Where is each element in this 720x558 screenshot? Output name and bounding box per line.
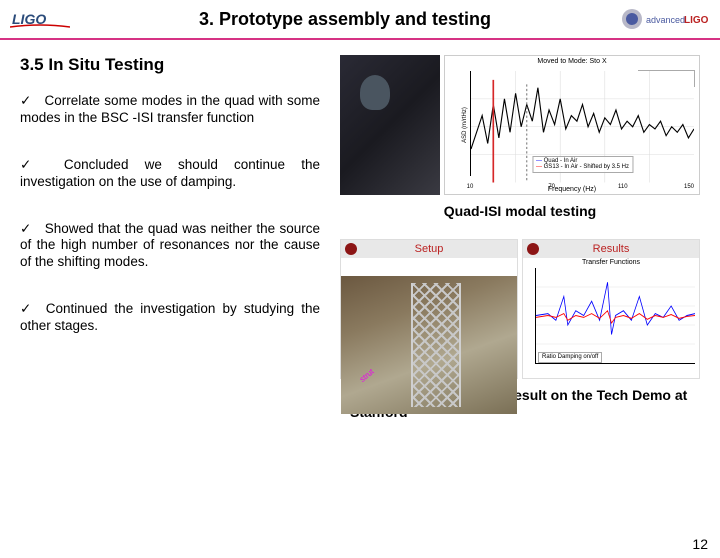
chart-xlabel: Frequency (Hz) <box>548 186 596 193</box>
bullet-text: Showed that the quad was neither the sou… <box>20 221 320 270</box>
results-legend: Ratio Damping on/off <box>538 352 602 363</box>
chart-title: Moved to Mode: Sto X <box>537 58 606 65</box>
figure1-caption: Quad-ISI modal testing <box>444 203 596 219</box>
chart-legend-inset: — Quad - In Air — GS13 - In Air - Shifte… <box>532 156 633 173</box>
figure-column: Moved to Mode: Sto X ■ QSTA Mass 006 ■ 3… <box>340 55 700 421</box>
bullet-text: Correlate some modes in the quad with so… <box>20 93 320 125</box>
results-chart-body: Transfer Functions Ratio Damping on/off <box>523 258 699 378</box>
results-plot-area: Ratio Damping on/off <box>535 268 695 364</box>
chart-ylabel: ASD (m/rtHz) <box>462 107 468 143</box>
bullet-text: Continued the investigation by studying … <box>20 301 320 333</box>
bullet-4: ✓ Continued the investigation by studyin… <box>20 301 320 335</box>
bullet-2: ✓ Concluded we should continue the inves… <box>20 157 320 191</box>
check-icon: ✓ <box>20 221 32 236</box>
page-number: 12 <box>692 536 708 552</box>
modal-chart: Moved to Mode: Sto X ■ QSTA Mass 006 ■ 3… <box>444 55 700 195</box>
advanced-ligo-logo: advanced LIGO <box>620 5 710 33</box>
bullet-1: ✓ Correlate some modes in the quad with … <box>20 93 320 127</box>
setup-photo: strut <box>341 276 517 414</box>
panel-header-results: Results <box>523 240 699 258</box>
check-icon: ✓ <box>20 157 44 172</box>
text-column: 3.5 In Situ Testing ✓ Correlate some mod… <box>20 55 320 421</box>
slide-title: 3. Prototype assembly and testing <box>70 9 620 30</box>
panel-header-setup: Setup <box>341 240 517 258</box>
bullet-3: ✓ Showed that the quad was neither the s… <box>20 221 320 272</box>
chart-plot-area: — Quad - In Air — GS13 - In Air - Shifte… <box>470 71 694 176</box>
section-heading: 3.5 In Situ Testing <box>20 55 320 75</box>
quad-isi-photo <box>340 55 440 195</box>
figure2-row: Setup strut Results Transfer Functions <box>340 239 700 379</box>
svg-text:advanced: advanced <box>646 15 685 25</box>
strut-arrow-label: strut <box>358 367 376 384</box>
svg-text:LIGO: LIGO <box>684 15 709 26</box>
truss-structure <box>411 283 460 407</box>
stanford-badge-icon <box>527 243 539 255</box>
bullet-text: Concluded we should continue the investi… <box>20 157 320 189</box>
slide-header: LIGO 3. Prototype assembly and testing a… <box>0 0 720 40</box>
check-icon: ✓ <box>20 301 35 316</box>
setup-panel: Setup strut <box>340 239 518 379</box>
results-chart-title: Transfer Functions <box>582 259 640 266</box>
slide-body: 3.5 In Situ Testing ✓ Correlate some mod… <box>0 40 720 421</box>
results-panel: Results Transfer Functions Rati <box>522 239 700 379</box>
check-icon: ✓ <box>20 93 32 108</box>
ligo-logo: LIGO <box>10 5 70 33</box>
figure1-row: Moved to Mode: Sto X ■ QSTA Mass 006 ■ 3… <box>340 55 700 195</box>
stanford-badge-icon <box>345 243 357 255</box>
